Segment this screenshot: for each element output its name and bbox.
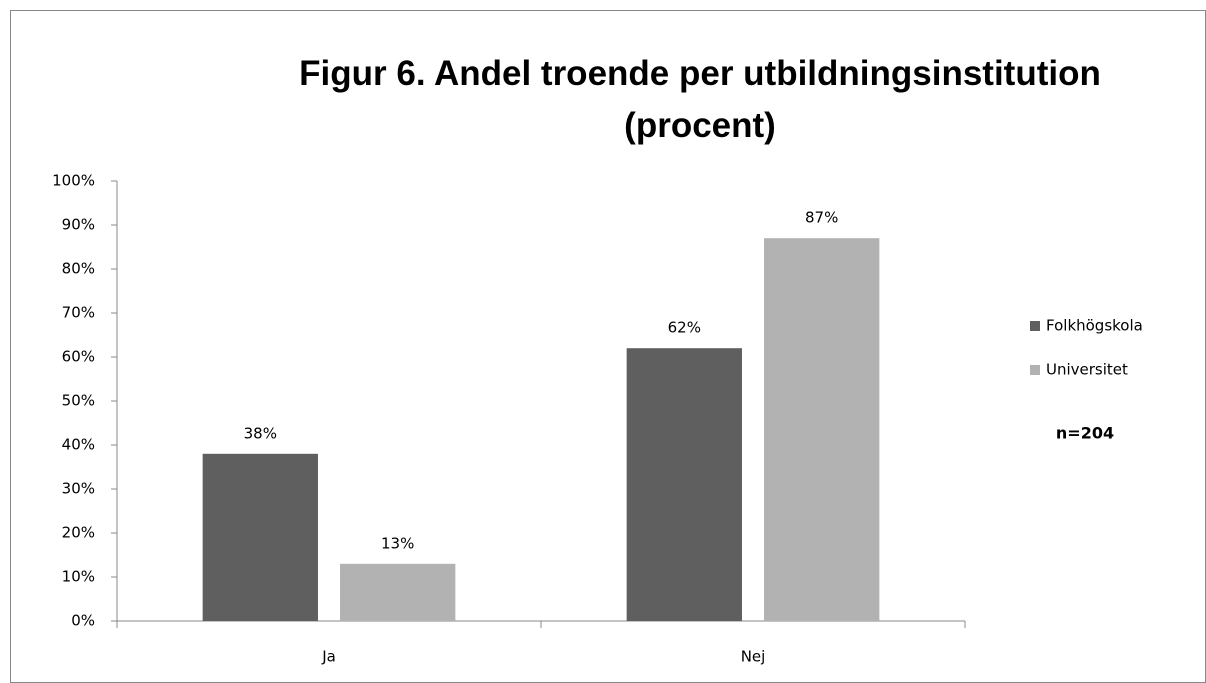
x-tick-label: Ja: [321, 648, 336, 666]
bar: [764, 238, 880, 621]
y-tick-label: 40%: [62, 436, 95, 454]
y-tick-label: 100%: [52, 172, 95, 190]
annotation: n=204: [1056, 424, 1114, 443]
x-tick-label: Nej: [741, 648, 766, 666]
y-tick-label: 60%: [62, 348, 95, 366]
y-tick-label: 70%: [62, 304, 95, 322]
bar: [340, 563, 456, 621]
y-tick-label: 50%: [62, 392, 95, 410]
legend-swatch: [1030, 365, 1040, 375]
chart-title: Figur 6. Andel troende per utbildningsin…: [299, 54, 1101, 145]
legend-swatch: [1030, 321, 1040, 331]
y-tick-label: 10%: [62, 568, 95, 586]
y-tick-label: 0%: [71, 612, 95, 630]
data-label: 13%: [381, 534, 414, 552]
y-tick-label: 80%: [62, 260, 95, 278]
data-label: 38%: [244, 424, 277, 442]
bar: [202, 453, 318, 621]
y-tick-label: 30%: [62, 480, 95, 498]
bar: [626, 348, 742, 621]
y-tick-label: 90%: [62, 216, 95, 234]
y-tick-label: 20%: [62, 524, 95, 542]
data-label: 87%: [805, 209, 838, 227]
data-label: 62%: [668, 319, 701, 337]
legend-label: Universitet: [1046, 361, 1128, 379]
legend-label: Folkhögskola: [1046, 317, 1143, 335]
